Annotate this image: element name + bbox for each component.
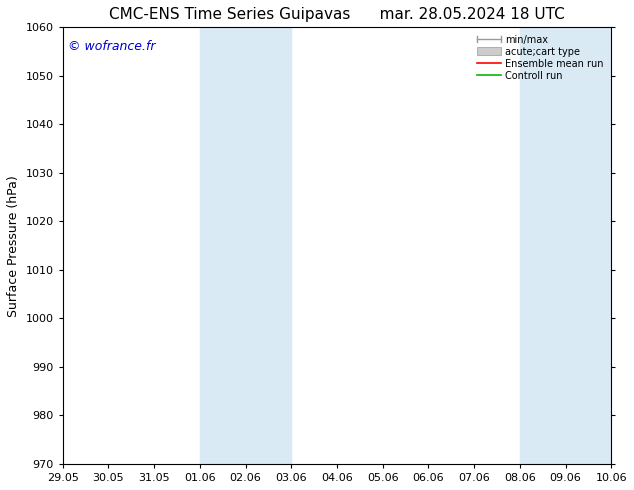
Bar — [200, 27, 291, 464]
Y-axis label: Surface Pressure (hPa): Surface Pressure (hPa) — [7, 175, 20, 317]
Bar — [520, 27, 611, 464]
Text: © wofrance.fr: © wofrance.fr — [68, 40, 155, 53]
Legend: min/max, acute;cart type, Ensemble mean run, Controll run: min/max, acute;cart type, Ensemble mean … — [474, 32, 606, 84]
Title: CMC-ENS Time Series Guipavas      mar. 28.05.2024 18 UTC: CMC-ENS Time Series Guipavas mar. 28.05.… — [109, 7, 565, 22]
